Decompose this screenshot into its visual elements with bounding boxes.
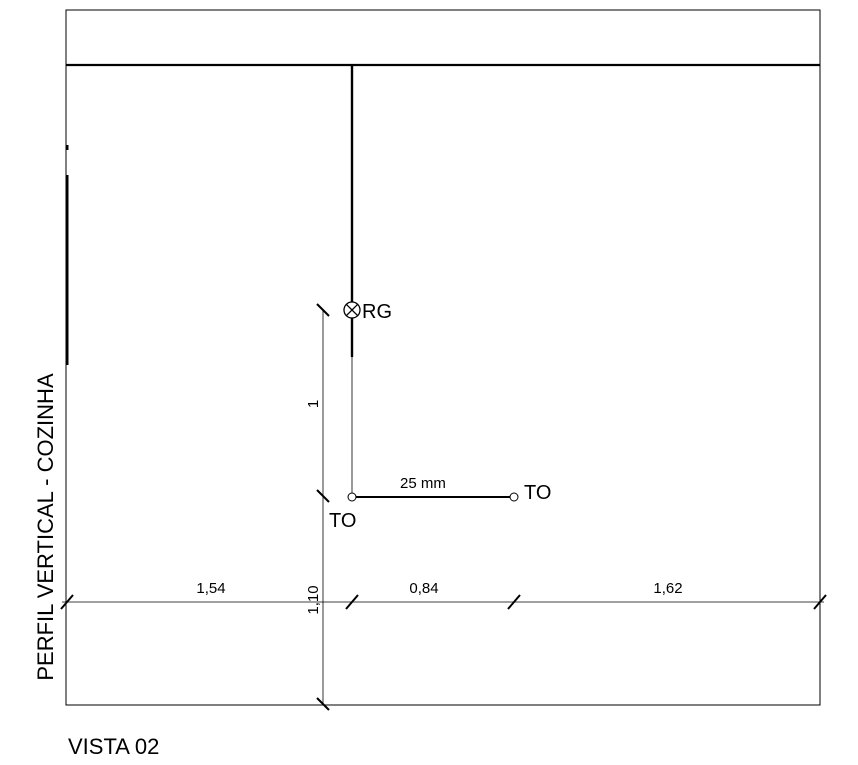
drawing-frame — [65, 9, 821, 706]
open-circle-icon — [347, 492, 357, 502]
dimension-tick — [507, 594, 521, 610]
dimension-label-2: 0,84 — [409, 580, 438, 597]
dimension-tick — [60, 594, 74, 610]
vertical-dimension-lower: 1,10 — [305, 585, 322, 614]
dimension-label-1: 1,54 — [196, 580, 225, 597]
dimension-label-3: 1,62 — [653, 580, 682, 597]
to-lower-label: TO — [329, 510, 356, 532]
circled-x-icon — [343, 301, 361, 319]
view-title: VISTA 02 — [68, 734, 160, 759]
dimension-tick — [316, 697, 330, 711]
dimension-tick — [345, 594, 359, 610]
dimension-tick — [316, 303, 330, 317]
pipe-size-label: 25 mm — [400, 475, 446, 492]
to-right-label: TO — [524, 482, 551, 504]
dimension-tick — [813, 594, 827, 610]
open-circle-icon — [509, 492, 519, 502]
rg-label: RG — [362, 301, 392, 323]
dimension-tick — [316, 489, 330, 503]
side-title: PERFIL VERTICAL - COZINHA — [33, 373, 58, 681]
vertical-dimension-upper: 1 — [305, 400, 322, 408]
